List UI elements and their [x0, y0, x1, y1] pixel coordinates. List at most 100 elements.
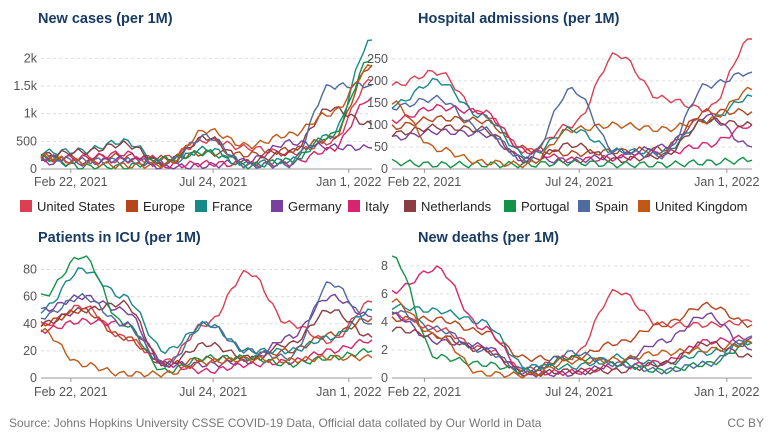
x-tick-label: Jul 24, 2021	[545, 385, 613, 399]
legend: United States Europe France Germany Italy Net…	[20, 199, 748, 214]
y-tick-label: 60	[23, 290, 37, 304]
x-tick-label: Feb 22, 2021	[34, 175, 108, 189]
legend-swatch	[638, 200, 650, 212]
legend-label: Italy	[365, 199, 389, 214]
series-line	[391, 288, 753, 373]
series-line	[40, 327, 373, 378]
chart-panel: New cases (per 1M) 0 500 1k 1.5k 2k Feb 22, 20…	[13, 11, 381, 189]
series-line	[391, 255, 753, 375]
legend-swatch	[271, 200, 283, 212]
series-line	[40, 317, 373, 375]
y-tick-label: 20	[23, 344, 37, 358]
y-tick-label: 4	[381, 315, 388, 329]
y-tick-label: 1k	[24, 107, 38, 121]
legend-label: United Kingdom	[655, 199, 748, 214]
y-tick-label: 0	[381, 162, 388, 176]
series-line	[40, 281, 373, 368]
x-tick-label: Jul 24, 2021	[545, 175, 613, 189]
series-line	[40, 299, 373, 367]
legend-label: France	[212, 199, 252, 214]
series-line	[391, 71, 753, 164]
y-tick-label: 1.5k	[13, 79, 37, 93]
series-line	[391, 309, 753, 375]
y-tick-label: 50	[374, 140, 388, 154]
series-line	[40, 106, 373, 167]
panel-title: New cases (per 1M)	[38, 11, 173, 27]
footer-source: Source: Johns Hopkins University CSSE CO…	[9, 416, 542, 430]
y-tick-label: 200	[367, 74, 388, 88]
series-line	[391, 117, 753, 164]
legend-item: Spain	[578, 199, 628, 214]
legend-item: Italy	[348, 199, 389, 214]
series-line	[40, 96, 373, 169]
series-line	[40, 269, 373, 365]
panel-title: Hospital admissions (per 1M)	[418, 11, 620, 27]
series-line	[40, 307, 373, 369]
y-tick-label: 6	[381, 287, 388, 301]
y-tick-label: 80	[23, 263, 37, 277]
series-line	[40, 82, 373, 169]
legend-swatch	[195, 200, 207, 212]
legend-swatch	[578, 200, 590, 212]
series-line	[391, 326, 753, 377]
legend-item: Netherlands	[404, 199, 492, 214]
panel-title: Patients in ICU (per 1M)	[38, 230, 201, 246]
y-tick-label: 500	[16, 134, 37, 148]
y-tick-label: 8	[381, 259, 388, 273]
legend-swatch	[20, 200, 32, 212]
legend-item: Europe	[126, 199, 185, 214]
legend-item: United Kingdom	[638, 199, 748, 214]
y-tick-label: 2	[381, 343, 388, 357]
x-tick-label: Feb 22, 2021	[34, 385, 108, 399]
legend-swatch	[404, 200, 416, 212]
y-tick-label: 150	[367, 96, 388, 110]
chart-panel: New deaths (per 1M) 0 2 4 6 8 Feb 22, 2021 Jul …	[381, 230, 759, 399]
legend-label: Netherlands	[421, 199, 492, 214]
y-tick-label: 0	[381, 371, 388, 385]
chart-panel: Patients in ICU (per 1M) 0 20 40 60 80 Feb 22,…	[23, 230, 381, 399]
x-tick-label: Jan 1, 2022	[694, 385, 759, 399]
legend-item: France	[195, 199, 252, 214]
y-tick-label: 40	[23, 317, 37, 331]
legend-label: United States	[37, 199, 116, 214]
x-tick-label: Jan 1, 2022	[694, 175, 759, 189]
y-tick-label: 100	[367, 118, 388, 132]
legend-label: Germany	[288, 199, 342, 214]
legend-swatch	[348, 200, 360, 212]
series-line	[391, 86, 753, 169]
panel-title: New deaths (per 1M)	[418, 230, 559, 246]
chart-panel: Hospital admissions (per 1M) 0 50 100 150 200…	[367, 11, 759, 189]
series-line	[40, 64, 373, 170]
x-tick-label: Jul 24, 2021	[179, 175, 247, 189]
y-tick-label: 250	[367, 52, 388, 66]
x-tick-label: Jan 1, 2022	[316, 175, 381, 189]
series-line	[391, 301, 753, 363]
series-line	[40, 57, 373, 170]
footer-license: CC BY	[727, 416, 764, 430]
series-line	[40, 39, 373, 167]
y-tick-label: 0	[30, 162, 37, 176]
legend-label: Europe	[143, 199, 185, 214]
y-tick-label: 2k	[24, 51, 38, 65]
legend-label: Portugal	[521, 199, 570, 214]
legend-swatch	[504, 200, 516, 212]
legend-swatch	[126, 200, 138, 212]
series-line	[391, 298, 753, 379]
legend-label: Spain	[595, 199, 628, 214]
x-tick-label: Feb 22, 2021	[388, 385, 462, 399]
x-tick-label: Feb 22, 2021	[388, 175, 462, 189]
series-line	[391, 156, 753, 169]
series-line	[391, 265, 753, 377]
series-line	[391, 103, 753, 164]
y-tick-label: 0	[30, 371, 37, 385]
legend-item: Portugal	[504, 199, 570, 214]
series-line	[391, 38, 752, 154]
x-tick-label: Jan 1, 2022	[316, 385, 381, 399]
legend-item: Germany	[271, 199, 342, 214]
legend-item: United States	[20, 199, 116, 214]
series-line	[391, 303, 753, 371]
x-tick-label: Jul 24, 2021	[179, 385, 247, 399]
series-line	[40, 255, 373, 374]
series-line	[391, 107, 753, 158]
